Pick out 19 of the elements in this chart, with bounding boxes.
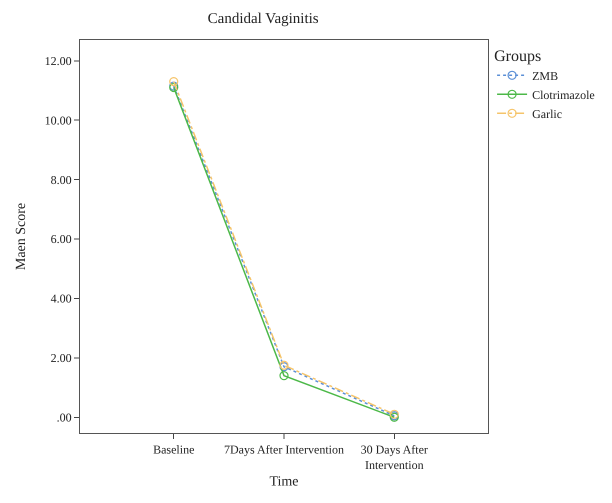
x-tick-label: 30 Days After Intervention: [360, 442, 428, 472]
legend-label: ZMB: [532, 68, 558, 83]
x-tick-label: Baseline: [153, 442, 194, 456]
chart-title: Candidal Vaginitis: [208, 11, 319, 28]
y-axis-title: Maen Score: [14, 202, 30, 270]
x-tick-label: 7Days After Intervention: [224, 442, 344, 456]
x-axis-title: Time: [269, 474, 299, 490]
y-tick-label: 10.00: [44, 113, 72, 128]
legend-label: Garlic: [532, 106, 562, 121]
y-tick-label: .00: [56, 410, 72, 424]
legend-label: Clotrimazole: [532, 88, 595, 102]
y-tick-label: 6.00: [50, 232, 72, 246]
legend-title: Groups: [494, 48, 542, 65]
y-tick-label: 8.00: [50, 172, 72, 187]
y-tick-label: 4.00: [50, 292, 72, 306]
point: [279, 371, 289, 380]
y-tick-label: 2.00: [50, 351, 72, 366]
y-tick-label: 12.00: [44, 54, 72, 68]
point: [169, 76, 178, 86]
